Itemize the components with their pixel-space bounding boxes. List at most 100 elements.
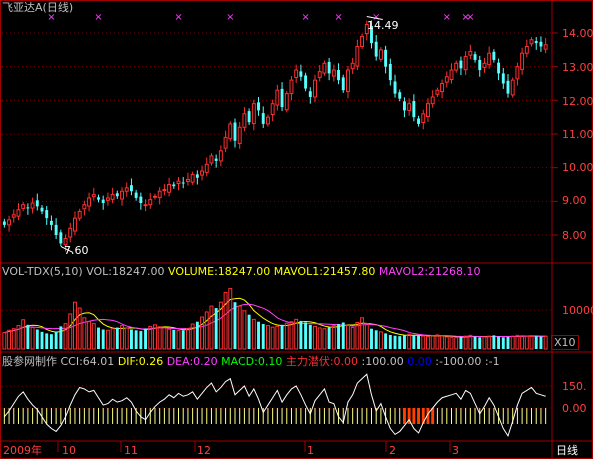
- candle-body-down: [388, 63, 392, 81]
- upper-band-value: :100.00: [361, 355, 404, 368]
- volume-bar-up: [72, 301, 77, 350]
- vol-value: VOL:18247.00: [86, 265, 165, 278]
- candle-body-up: [120, 190, 124, 200]
- price-tick-label: 10.00: [562, 161, 593, 174]
- volume-bar-down: [501, 337, 505, 349]
- volume-bar-down: [304, 322, 308, 349]
- volume-bar-down: [412, 334, 416, 349]
- candle-body-up: [515, 66, 520, 80]
- volume-bar-up: [91, 323, 96, 350]
- volume-bar-down: [54, 331, 58, 349]
- candle-body-down: [214, 158, 218, 161]
- candle-body-down: [40, 207, 44, 212]
- candle-body-up: [176, 180, 181, 184]
- volume-bar-down: [101, 329, 105, 349]
- candle-body-up: [355, 45, 360, 67]
- candle-body-up: [350, 62, 355, 70]
- candle-body-down: [280, 88, 284, 108]
- indicator-author: 股参网制作: [2, 355, 57, 368]
- candle-body-up: [317, 71, 322, 78]
- volume-bar-up: [421, 335, 426, 350]
- volume-bar-up: [270, 326, 275, 350]
- candle-body-up: [16, 209, 21, 217]
- volume-bar-up: [543, 335, 548, 350]
- candle-body-down: [299, 71, 303, 77]
- indicator-header: 股参网制作 CCI:64.01 DIF:0.26 DEA:0.20 MACD:0…: [2, 355, 500, 368]
- volume-bar-down: [247, 314, 251, 349]
- candle-body-down: [398, 92, 402, 99]
- candle-body-down: [261, 113, 265, 124]
- volume-bar-down: [388, 334, 392, 349]
- stock-name: 飞亚达A: [2, 1, 43, 14]
- price-tick-label: 14.00: [562, 27, 593, 40]
- candle-body-up: [440, 83, 445, 93]
- volume-bar-up: [21, 319, 26, 350]
- candle-body-down: [412, 101, 416, 118]
- volume-bar-down: [506, 336, 510, 349]
- volume-bar-up: [444, 336, 449, 350]
- volume-bar-down: [327, 327, 331, 349]
- candle-body-up: [21, 204, 26, 209]
- candle-body-down: [370, 25, 373, 44]
- candle-body-down: [539, 41, 543, 47]
- volume-bar-up: [449, 336, 454, 350]
- volume-bar-up: [265, 325, 270, 350]
- volume-bar-up: [515, 334, 520, 350]
- volume-bar-down: [478, 337, 482, 349]
- candle-body-down: [534, 41, 538, 44]
- candle-body-up: [87, 197, 92, 207]
- candle-body-down: [308, 91, 312, 97]
- volume-bar-up: [345, 325, 350, 350]
- volume-bar-down: [40, 331, 44, 349]
- candle-body-down: [26, 207, 30, 209]
- volume-bar-up: [430, 335, 435, 350]
- price-tick-label: 8.00: [562, 229, 587, 242]
- candle-body-up: [284, 93, 289, 111]
- candle-body-up: [378, 49, 383, 60]
- volume-bar-up: [407, 333, 412, 350]
- volume-bar-up: [322, 328, 327, 350]
- volume-bar-down: [49, 334, 53, 349]
- candle-body-up: [482, 62, 487, 68]
- candle-body-down: [257, 102, 260, 111]
- mavol2-value: MAVOL2:21268.10: [378, 265, 481, 278]
- candle-body-up: [435, 89, 440, 95]
- volume-bar-down: [214, 308, 218, 349]
- period-toggle-button[interactable]: 日线: [556, 444, 578, 457]
- volume-bar-up: [185, 328, 190, 350]
- volume-bar-up: [331, 325, 336, 350]
- volume-bar-down: [26, 324, 30, 349]
- volume-bar-up: [223, 291, 228, 350]
- candle-body-up: [167, 184, 172, 193]
- candle-body-down: [195, 174, 199, 178]
- candle-body-down: [233, 122, 237, 141]
- date-label: 1: [307, 444, 314, 457]
- volume-bar-up: [200, 316, 205, 350]
- volume-bar-up: [167, 328, 172, 350]
- candle-body-down: [139, 196, 143, 204]
- candle-body-up: [345, 69, 350, 93]
- candle-body-down: [247, 111, 251, 123]
- volume-bar-up: [218, 301, 223, 350]
- volume-bar-up: [440, 335, 445, 350]
- volume-bar-down: [473, 336, 477, 349]
- volume-bar-down: [59, 326, 63, 349]
- volume-bar-down: [308, 324, 312, 349]
- volume-bar-up: [110, 328, 115, 350]
- candle-body-up: [313, 79, 317, 98]
- volume-bar-up: [251, 318, 256, 350]
- volume-bar-down: [35, 329, 39, 349]
- candle-body-up: [524, 45, 529, 54]
- candle-body-up: [153, 195, 157, 198]
- candle-body-up: [63, 237, 68, 246]
- volume-bar-up: [426, 336, 430, 350]
- candle-body-up: [529, 39, 534, 45]
- volume-bar-up: [7, 329, 12, 350]
- macd-value: MACD:0.10: [221, 355, 283, 368]
- candle-body-up: [143, 204, 148, 207]
- volume-header: VOL-TDX(5,10) VOL:18247.00 VOLUME:18247.…: [2, 265, 481, 278]
- indicator-tick-label: 0.00: [562, 402, 587, 415]
- candle-body-down: [45, 210, 49, 219]
- volume-bar-up: [284, 322, 289, 350]
